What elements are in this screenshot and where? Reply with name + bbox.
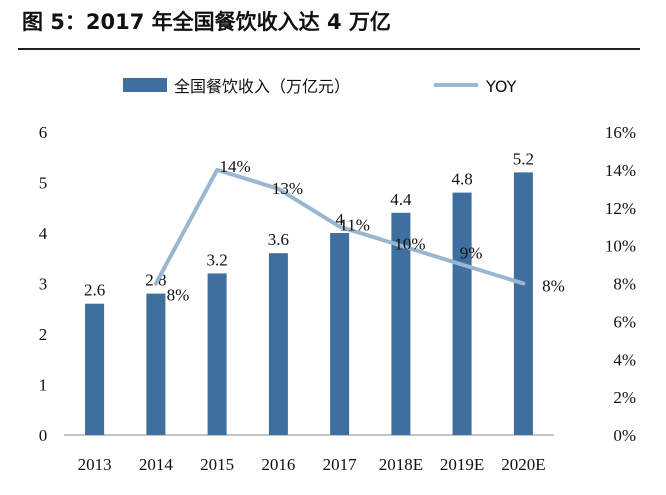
right-tick-6%: 6% [613,312,636,331]
x-tick-2020E: 2020E [501,455,545,474]
right-tick-2%: 2% [613,388,636,407]
bar-2019E [452,192,472,435]
legend-bar-label: 全国餐饮收入（万亿元） [174,77,350,96]
legend: 全国餐饮收入（万亿元） YOY [123,77,517,96]
bar-value-labels: 2.62.83.23.644.44.85.2 [84,149,534,299]
bar-2018E [391,212,411,435]
left-tick-6: 6 [39,123,48,142]
x-tick-2015: 2015 [200,455,234,474]
title-divider [18,48,640,50]
bar-2017 [330,233,350,435]
yoy-value-labels: 8% 14% 13% 11% 10% 9% 8% [167,157,565,305]
right-tick-14%: 14% [605,161,636,180]
right-axis-ticks: 0% 2% 4% 6% 8% 10% 12% 14% 16% [605,123,636,445]
legend-line-label: YOY [485,77,517,96]
bar-label-2015: 3.2 [206,250,227,269]
yoy-label-2016: 13% [272,179,303,198]
right-tick-4%: 4% [613,350,636,369]
left-axis-ticks: 0 1 2 3 4 5 6 [39,123,48,445]
bar-label-2016: 3.6 [268,230,289,249]
yoy-label-2014: 8% [167,286,190,305]
yoy-label-2020E: 8% [542,277,565,296]
bar-2013 [85,303,105,435]
legend-bar-swatch [123,78,167,92]
bar-label-2019E: 4.8 [451,170,472,189]
right-tick-10%: 10% [605,237,636,256]
yoy-label-2018E: 10% [394,235,425,254]
left-tick-1: 1 [39,376,48,395]
bar-label-2017: 4 [335,210,344,229]
yoy-series [153,167,526,286]
x-tick-2014: 2014 [139,455,174,474]
bar-2020E [513,172,533,435]
bar-label-2018E: 4.4 [390,190,412,209]
bar-2014 [146,293,166,435]
x-tick-2019E: 2019E [440,455,484,474]
right-tick-16%: 16% [605,123,636,142]
x-tick-2018E: 2018E [379,455,423,474]
x-tick-2017: 2017 [323,455,358,474]
figure-title: 图 5：2017 年全国餐饮收入达 4 万亿 [22,10,391,34]
x-tick-2013: 2013 [78,455,112,474]
bar-series [85,172,533,435]
bar-label-2013: 2.6 [84,281,105,300]
right-tick-8%: 8% [613,275,636,294]
left-tick-2: 2 [39,325,48,344]
bar-label-2020E: 5.2 [513,149,534,168]
bar-2015 [207,273,227,435]
bar-2016 [268,253,288,435]
left-tick-3: 3 [39,275,48,294]
yoy-label-2015: 14% [220,157,251,176]
right-tick-12%: 12% [605,199,636,218]
x-tick-2016: 2016 [261,455,295,474]
yoy-line [153,167,526,286]
yoy-label-2019E: 9% [460,244,483,263]
left-tick-5: 5 [39,174,48,193]
x-axis-ticks: 2013 2014 2015 2016 2017 2018E 2019E 2020E [78,455,546,474]
yoy-label-2017: 11% [339,216,370,235]
left-tick-0: 0 [39,426,48,445]
right-tick-0%: 0% [613,426,636,445]
left-tick-4: 4 [39,224,48,243]
